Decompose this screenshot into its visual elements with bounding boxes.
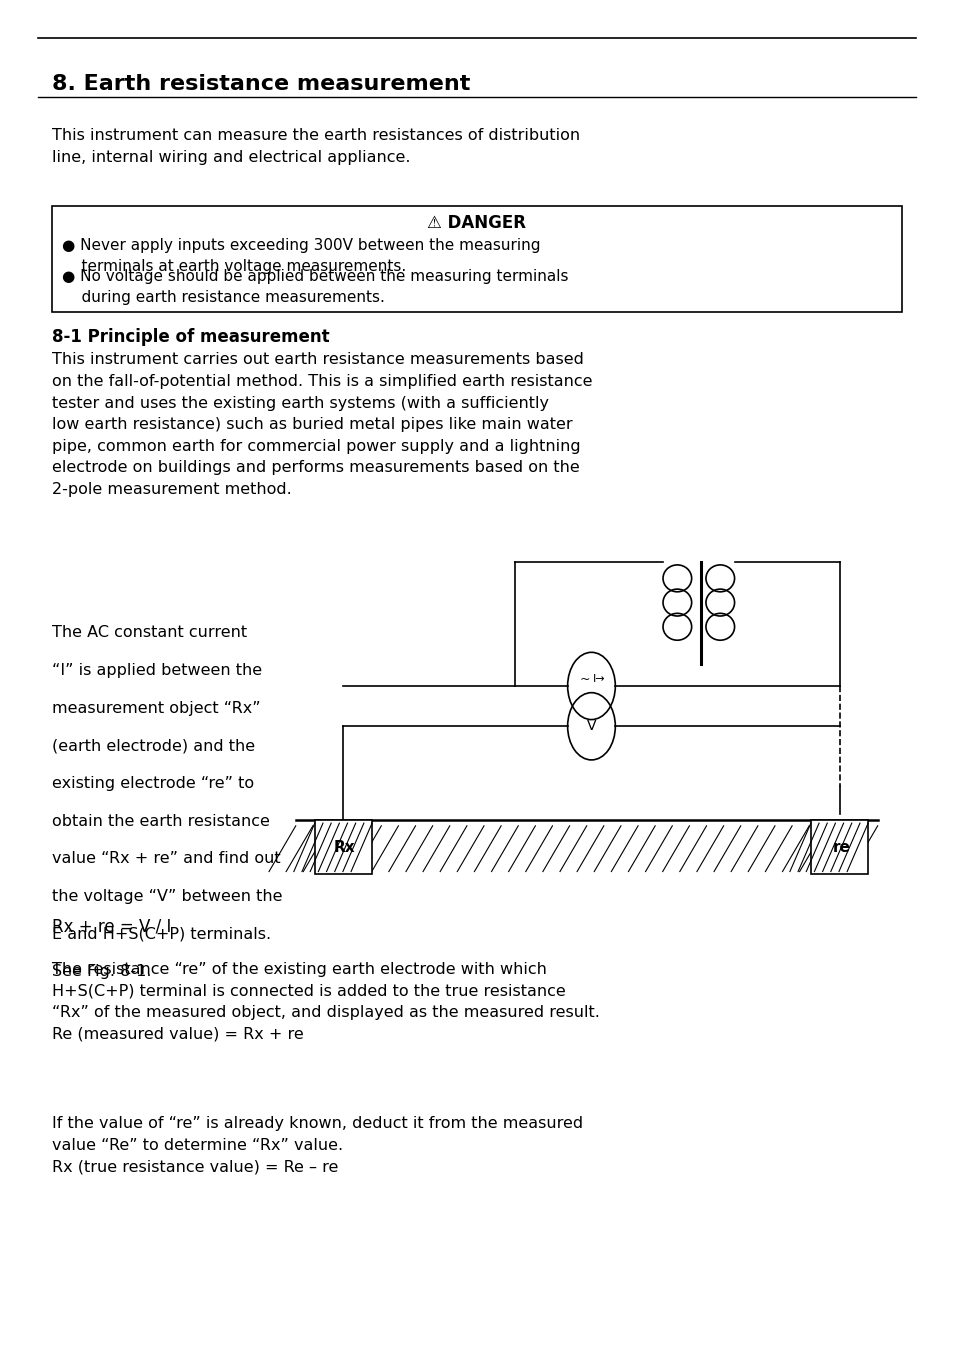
Text: Rx + re = V / I: Rx + re = V / I: [52, 917, 172, 935]
Text: 8-1 Principle of measurement: 8-1 Principle of measurement: [52, 328, 330, 346]
Text: ⚠ DANGER: ⚠ DANGER: [427, 214, 526, 231]
Text: V: V: [586, 720, 596, 733]
Text: I→: I→: [592, 674, 604, 685]
Text: the voltage “V” between the: the voltage “V” between the: [52, 889, 283, 904]
Text: value “Rx + re” and find out: value “Rx + re” and find out: [52, 851, 281, 866]
Text: re: re: [832, 839, 850, 855]
Text: ● Never apply inputs exceeding 300V between the measuring
    terminals at earth: ● Never apply inputs exceeding 300V betw…: [62, 238, 540, 274]
Text: See Fig. 8-1.: See Fig. 8-1.: [52, 964, 152, 979]
Text: This instrument carries out earth resistance measurements based
on the fall-of-p: This instrument carries out earth resist…: [52, 352, 593, 498]
Text: existing electrode “re” to: existing electrode “re” to: [52, 776, 254, 791]
Text: obtain the earth resistance: obtain the earth resistance: [52, 814, 270, 829]
Text: ~: ~: [579, 672, 590, 686]
Text: 8. Earth resistance measurement: 8. Earth resistance measurement: [52, 74, 471, 94]
Text: Rx: Rx: [334, 839, 355, 855]
Text: The resistance “re” of the existing earth electrode with which
H+S(C+P) terminal: The resistance “re” of the existing eart…: [52, 962, 599, 1041]
Text: measurement object “Rx”: measurement object “Rx”: [52, 701, 261, 716]
Text: The AC constant current: The AC constant current: [52, 625, 248, 640]
Text: If the value of “re” is already known, deduct it from the measured
value “Re” to: If the value of “re” is already known, d…: [52, 1116, 583, 1174]
Bar: [314, 820, 372, 874]
Bar: [810, 820, 867, 874]
Text: ● No voltage should be applied between the measuring terminals
    during earth : ● No voltage should be applied between t…: [62, 269, 568, 305]
Text: This instrument can measure the earth resistances of distribution
line, internal: This instrument can measure the earth re…: [52, 128, 580, 165]
FancyBboxPatch shape: [52, 206, 901, 312]
Text: “I” is applied between the: “I” is applied between the: [52, 663, 262, 678]
Text: E and H+S(C+P) terminals.: E and H+S(C+P) terminals.: [52, 927, 272, 941]
Text: (earth electrode) and the: (earth electrode) and the: [52, 738, 255, 753]
